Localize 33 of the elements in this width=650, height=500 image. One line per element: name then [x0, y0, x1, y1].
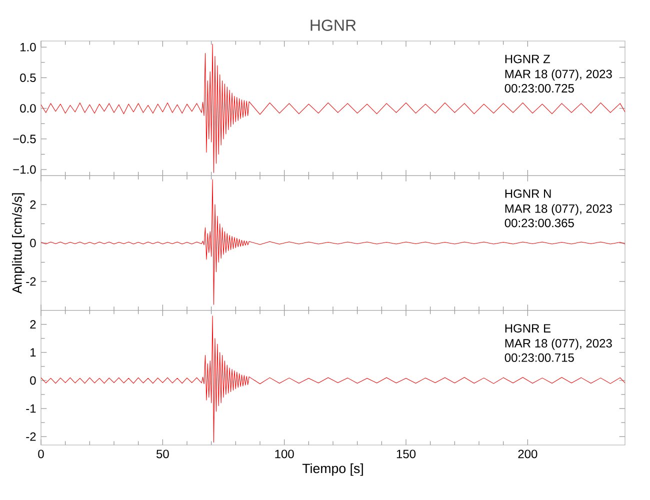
- y-tick-label: 0.5: [20, 73, 36, 82]
- annotation: HGNR E: [505, 324, 551, 333]
- y-tick-label: 2: [30, 200, 36, 209]
- x-tick-label: 100: [275, 450, 294, 458]
- x-tick-label: 0: [38, 450, 44, 458]
- y-tick-label: 0: [30, 376, 36, 385]
- annotation: MAR 18 (077), 2023: [505, 338, 612, 350]
- y-tick-label: −1.0: [13, 165, 36, 174]
- x-tick-label: 150: [396, 450, 416, 458]
- annotation: MAR 18 (077), 2023: [505, 69, 612, 81]
- annotation: MAR 18 (077), 2023: [505, 204, 612, 216]
- y-tick-label: 0: [30, 238, 36, 248]
- annotation: HGNR Z: [505, 54, 550, 64]
- x-tick-label: 50: [156, 450, 169, 458]
- y-tick-label: -2: [26, 277, 36, 286]
- annotation: HGNR N: [505, 189, 551, 198]
- y-tick-label: -2: [26, 432, 36, 441]
- x-tick-label: 200: [518, 450, 538, 458]
- annotation: 00:23:00.365: [504, 218, 574, 228]
- x-axis-title: Tiempo [s]: [302, 463, 363, 476]
- y-tick-label: −0.5: [13, 134, 36, 144]
- y-tick-label: -1: [26, 404, 36, 413]
- annotation: 00:23:00.715: [504, 353, 574, 362]
- line-series: [41, 179, 626, 305]
- y-tick-label: 1.0: [20, 42, 36, 52]
- y-axis-title: Amplitud [cm/s/s]: [12, 193, 24, 294]
- y-tick-label: 1: [30, 348, 36, 357]
- line-series: [41, 44, 626, 173]
- y-tick-label: 2: [30, 320, 36, 329]
- chart-title: HGNR: [310, 20, 356, 31]
- y-tick-label: 0.0: [20, 104, 36, 113]
- line-series: [41, 316, 626, 442]
- annotation: 00:23:00.725: [504, 84, 574, 93]
